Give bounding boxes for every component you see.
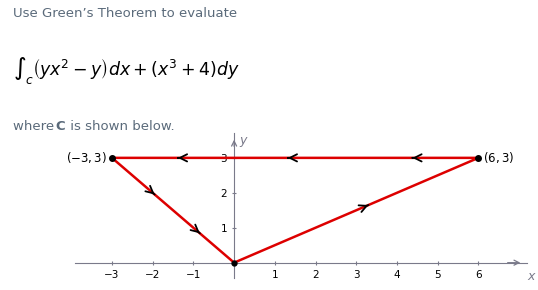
Text: $\int_c \left(yx^2 - y\right) dx + \left(x^3 + 4\right) dy$: $\int_c \left(yx^2 - y\right) dx + \left… (13, 55, 240, 86)
Text: $(-3,3)$: $(-3,3)$ (66, 150, 107, 165)
Text: C: C (55, 120, 65, 133)
Text: is shown below.: is shown below. (66, 120, 174, 133)
Text: Use Green’s Theorem to evaluate: Use Green’s Theorem to evaluate (13, 7, 238, 20)
Text: $y$: $y$ (239, 135, 249, 149)
Text: $x$: $x$ (527, 270, 537, 283)
Text: $(6,3)$: $(6,3)$ (483, 150, 514, 165)
Text: where: where (13, 120, 59, 133)
